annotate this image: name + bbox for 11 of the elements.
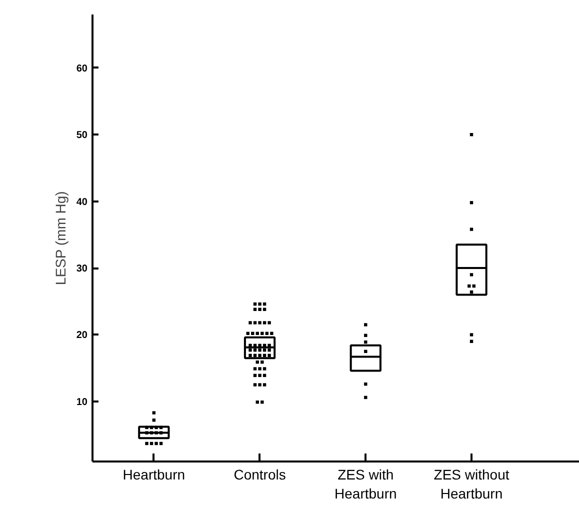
y-tick-label: 20 <box>76 330 88 342</box>
x-tick-label: Heartburn <box>122 466 186 482</box>
x-tick-label: Controls <box>234 466 286 482</box>
y-axis-title: LESP (mm Hg) <box>52 191 68 286</box>
y-tick-label: 10 <box>76 396 88 408</box>
y-tick-label: 30 <box>76 264 88 275</box>
y-tick-label: 50 <box>76 130 88 142</box>
x-tick-label: ZES without Heartburn <box>434 466 510 502</box>
y-tick-label: 60 <box>76 63 88 74</box>
x-tick-label: ZES with Heartburn <box>334 466 397 502</box>
y-tick-label: 40 <box>76 196 88 208</box>
